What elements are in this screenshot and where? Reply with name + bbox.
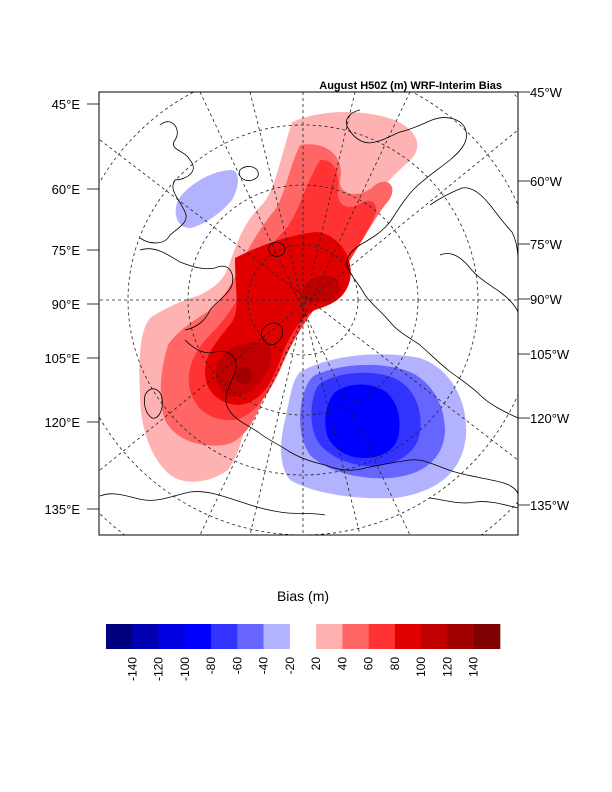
colorbar-tick-label: -120 (152, 657, 166, 681)
positive-bias-120-contour (235, 366, 253, 384)
colorbar-tick-label: 80 (388, 657, 402, 671)
meridian-steep-4 (249, 92, 356, 535)
colorbar-tick-label: 100 (414, 657, 428, 677)
colorbar-box-8 (316, 624, 343, 649)
coastline-east-siberia (324, 459, 518, 496)
coastline-hudson-bay (439, 253, 518, 313)
right-label-105w: 105°W (530, 347, 570, 362)
coastline-europe-north (139, 248, 234, 331)
colorbar-box-13 (447, 624, 475, 649)
left-label-105e: 105°E (44, 351, 80, 366)
coastline-scandinavia (139, 121, 194, 244)
right-longitude-axis: 45°W 60°W 75°W 90°W 105°W 120°W 135°W (518, 85, 570, 513)
colorbar-tick-label: -80 (204, 657, 218, 675)
negative-bias-20-contour-west (175, 170, 238, 228)
map-area (99, 92, 518, 535)
colorbar-box-10 (368, 624, 396, 649)
colorbar-tick-label: 120 (440, 657, 454, 677)
colorbar-tick-label: 140 (467, 657, 481, 677)
colorbar-box-2 (158, 624, 186, 649)
colorbar-box-1 (132, 624, 159, 649)
colorbar-box-4 (211, 624, 238, 649)
meridian-steep-3 (249, 92, 361, 535)
positive-bias-contours (139, 111, 418, 482)
right-label-135w: 135°W (530, 498, 570, 513)
colorbar-box-6 (263, 624, 291, 649)
positive-bias-100-contour-east (302, 275, 341, 303)
colorbar-tick-label: -140 (125, 657, 139, 681)
coastlines (99, 109, 518, 516)
right-label-60w: 60°W (530, 174, 563, 189)
colorbar-ticks: -140 -120 -100 -80 -60 -40 -20 20 40 60 80 100 120 14… (125, 657, 480, 681)
map-title: August H50Z (m) WRF-Interim Bias (319, 80, 502, 92)
colorbar-box-5 (237, 624, 264, 649)
left-label-90e: 90°E (52, 297, 81, 312)
colorbar-box-12 (421, 624, 448, 649)
right-label-90w: 90°W (530, 292, 563, 307)
colorbar-tick-label: 20 (309, 657, 323, 671)
left-label-120e: 120°E (44, 415, 80, 430)
right-label-120w: 120°W (530, 411, 570, 426)
right-label-75w: 75°W (530, 237, 563, 252)
colorbar-box-3 (184, 624, 212, 649)
coastline-alaska (419, 344, 518, 419)
colorbar-box-7 (289, 624, 317, 649)
right-label-45w: 45°W (530, 85, 563, 100)
meridian-diagonal-1 (99, 139, 518, 461)
coastline-iceland (238, 166, 259, 181)
left-label-75e: 75°E (52, 243, 81, 258)
left-label-60e: 60°E (52, 182, 81, 197)
colorbar-tick-label: -60 (230, 657, 244, 675)
graticule (99, 92, 518, 535)
coastline-greenland (345, 109, 467, 223)
colorbar-box-0 (106, 624, 133, 649)
colorbar-tick-label: 60 (362, 657, 376, 671)
negative-bias-80-contour (325, 384, 400, 458)
colorbar-tick-label: -100 (178, 657, 192, 681)
coastline-svalbard (268, 241, 286, 257)
coastline-siberia (184, 339, 326, 466)
negative-bias-contours (175, 170, 467, 499)
coastline-north-america-east (429, 187, 518, 261)
colorbar-title: Bias (m) (277, 588, 329, 604)
colorbar-tick-label: 40 (335, 657, 349, 671)
coastline-canadian-archipelago (346, 221, 421, 346)
coastline-asia-south (99, 491, 326, 516)
colorbar-box-14 (473, 624, 501, 649)
colorbar-tick-label: -40 (257, 657, 271, 675)
left-label-45e: 45°E (52, 97, 81, 112)
map-frame (98, 91, 519, 536)
meridian-steep-2 (199, 92, 411, 535)
left-longitude-axis: 45°E 60°E 75°E 90°E 105°E 120°E 135°E (44, 97, 99, 517)
colorbar-box-9 (342, 624, 369, 649)
colorbar-tick-label: -20 (283, 657, 297, 675)
coastline-pacific-north (429, 497, 518, 509)
colorbar (106, 624, 501, 649)
left-label-135e: 135°E (44, 502, 80, 517)
coastline-caspian (144, 388, 163, 419)
colorbar-box-11 (394, 624, 422, 649)
meridian-steep-1 (199, 92, 411, 535)
coastline-novaya-zemlya (261, 322, 284, 346)
